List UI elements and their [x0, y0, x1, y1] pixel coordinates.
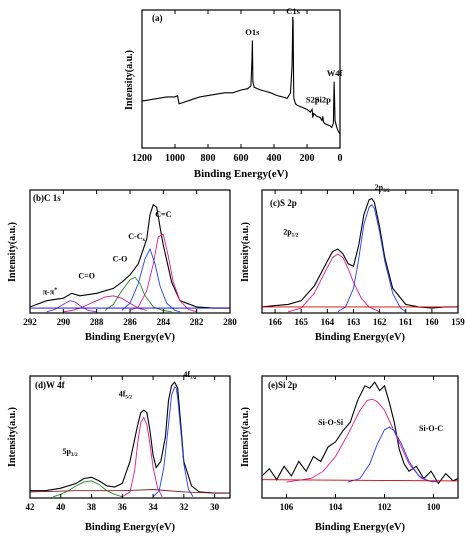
- panel-c-xtick-label-5: 161: [399, 317, 413, 327]
- panel-c-xtick-label-6: 160: [425, 317, 439, 327]
- panel-c-series-2: [337, 204, 406, 313]
- panel-e-annotation-1: Si-O-C: [419, 424, 443, 433]
- panel-d-xtick-label-0: 42: [26, 502, 36, 512]
- panel-e-frame: [261, 375, 459, 499]
- panel-c-xtick-label-2: 164: [321, 317, 335, 327]
- panel-c-xtick-label-1: 165: [294, 317, 308, 327]
- panel-e-title: (e)Si 2p: [268, 380, 297, 390]
- panel-c-title: (c)S 2p: [270, 198, 297, 208]
- panel-a-ylabel: Intensity(a.u.): [124, 50, 135, 110]
- panel-a-annotation-0: O1s: [245, 27, 260, 37]
- panel-d-xtick-label-1: 40: [56, 502, 66, 512]
- panel-b-annotation-2: C-O: [113, 254, 128, 263]
- panel-c-frame: [261, 189, 459, 314]
- panel-d-frame: [29, 375, 231, 499]
- panel-a-annotation-4: Si2p: [315, 94, 331, 104]
- panel-d-xtick-label-6: 30: [210, 502, 220, 512]
- panel-b-xtick-label-5: 282: [190, 317, 204, 327]
- panel-a-series-0: [142, 16, 340, 135]
- panel-d-xtick-label-5: 32: [179, 502, 189, 512]
- panel-e-series-2: [347, 426, 439, 483]
- panel-e-ylabel: Intensity(a.u.): [240, 407, 251, 467]
- panel-b-ylabel: Intensity(a.u.): [7, 222, 18, 282]
- panel-d-series-2: [152, 386, 194, 498]
- panel-d: (d)W 4f Binding Energy(eV) Intensity(a.u…: [7, 370, 231, 533]
- panel-c-xtick-label-4: 162: [373, 317, 387, 327]
- panel-b-xtick-label-6: 280: [223, 317, 237, 327]
- panel-b-title: (b)C 1s: [33, 193, 61, 203]
- panel-b-xtick-label-1: 290: [57, 317, 71, 327]
- panel-d-xlabel: Binding Energy(eV): [85, 522, 176, 533]
- panel-b-annotation-0: C=C: [155, 210, 171, 219]
- panel-b-series-0: [30, 203, 230, 309]
- panel-a-xtick-label-6: 0: [338, 153, 343, 164]
- panel-d-ylabel: Intensity(a.u.): [7, 407, 18, 467]
- panel-b-annotation-1: C-Cx: [128, 232, 145, 243]
- panel-d-series-4: [30, 489, 230, 494]
- panel-a-frame: [141, 9, 341, 149]
- panel-b-annotation-3: C=O: [78, 272, 95, 281]
- panel-d-series-0: [30, 381, 230, 494]
- panel-a-xtick-label-2: 800: [201, 153, 216, 164]
- panel-a-xtick-label-3: 600: [234, 153, 249, 164]
- panel-b-xtick-label-4: 284: [157, 317, 171, 327]
- panel-e-series-3: [262, 479, 458, 482]
- panel-a-xtick-label-5: 200: [300, 153, 315, 164]
- panel-a-xlabel: Binding Energy(eV): [194, 168, 289, 180]
- panel-c-xtick-label-3: 163: [347, 317, 361, 327]
- panel-a-annotation-3: S2p: [306, 94, 320, 104]
- panel-c-annotation-0: 2p3/2: [375, 183, 390, 194]
- panel-a-xtick-label-4: 400: [267, 153, 282, 164]
- panel-c-xlabel: Binding Energy(eV): [315, 332, 406, 343]
- panel-a-annotation-1: C1s: [286, 6, 300, 16]
- panel-d-annotation-0: 4f7/2: [183, 370, 197, 381]
- panel-b-xtick-label-3: 286: [123, 317, 137, 327]
- panel-c-series-0: [262, 197, 458, 309]
- panel-e-xtick-label-2: 102: [378, 502, 392, 512]
- panel-c-series-1: [287, 253, 380, 313]
- panel-b-frame: [29, 189, 231, 314]
- panel-b-series-4: [63, 295, 147, 313]
- panel-b-series-3: [104, 276, 172, 313]
- panel-e-xtick-label-1: 104: [329, 502, 343, 512]
- panel-d-xtick-label-2: 38: [87, 502, 97, 512]
- panel-d-xtick-label-3: 36: [118, 502, 128, 512]
- panel-a-annotation-2: W4f: [327, 68, 343, 78]
- panel-d-annotation-1: 4f5/2: [119, 390, 133, 401]
- panel-e-xtick-label-3: 100: [427, 502, 441, 512]
- panel-a-title: (a): [152, 13, 163, 23]
- panel-a-xtick-label-1: 1000: [165, 153, 185, 164]
- panel-e-xlabel: Binding Energy(eV): [315, 522, 406, 533]
- panel-c-annotation-1: 2p1/2: [283, 227, 298, 238]
- panel-e-annotation-0: Si-O-Si: [318, 418, 344, 427]
- panel-b-series-2: [121, 247, 181, 313]
- panel-b-annotation-4: π-π*: [43, 288, 57, 297]
- panel-c-xtick-label-0: 166: [268, 317, 282, 327]
- panel-c: (c)S 2p Binding Energy(eV) Intensity(a.u…: [240, 183, 465, 343]
- panel-b-xtick-label-0: 292: [23, 317, 37, 327]
- panel-b-xtick-label-2: 288: [90, 317, 104, 327]
- panel-d-xtick-label-4: 34: [149, 502, 159, 512]
- panel-e-series-1: [286, 398, 434, 483]
- panel-e: (e)Si 2p Binding Energy(eV) Intensity(a.…: [240, 375, 459, 533]
- panel-d-annotation-2: 5p3/2: [62, 447, 77, 458]
- panel-d-title: (d)W 4f: [35, 380, 66, 390]
- panel-b: (b)C 1s Binding Energy(eV) Intensity(a.u…: [7, 189, 237, 343]
- panel-c-ylabel: Intensity(a.u.): [240, 222, 251, 282]
- panel-b-xlabel: Binding Energy(eV): [85, 332, 176, 343]
- panel-a: (a) Binding Energy(eV) Intensity(a.u.) 1…: [124, 6, 343, 180]
- panel-b-series-1: [129, 233, 197, 313]
- panel-d-series-3: [52, 480, 123, 498]
- panel-c-xtick-label-7: 159: [451, 317, 465, 327]
- panel-d-series-1: [122, 416, 163, 498]
- panel-a-xtick-label-0: 1200: [132, 153, 152, 164]
- panel-e-xtick-label-0: 106: [280, 502, 294, 512]
